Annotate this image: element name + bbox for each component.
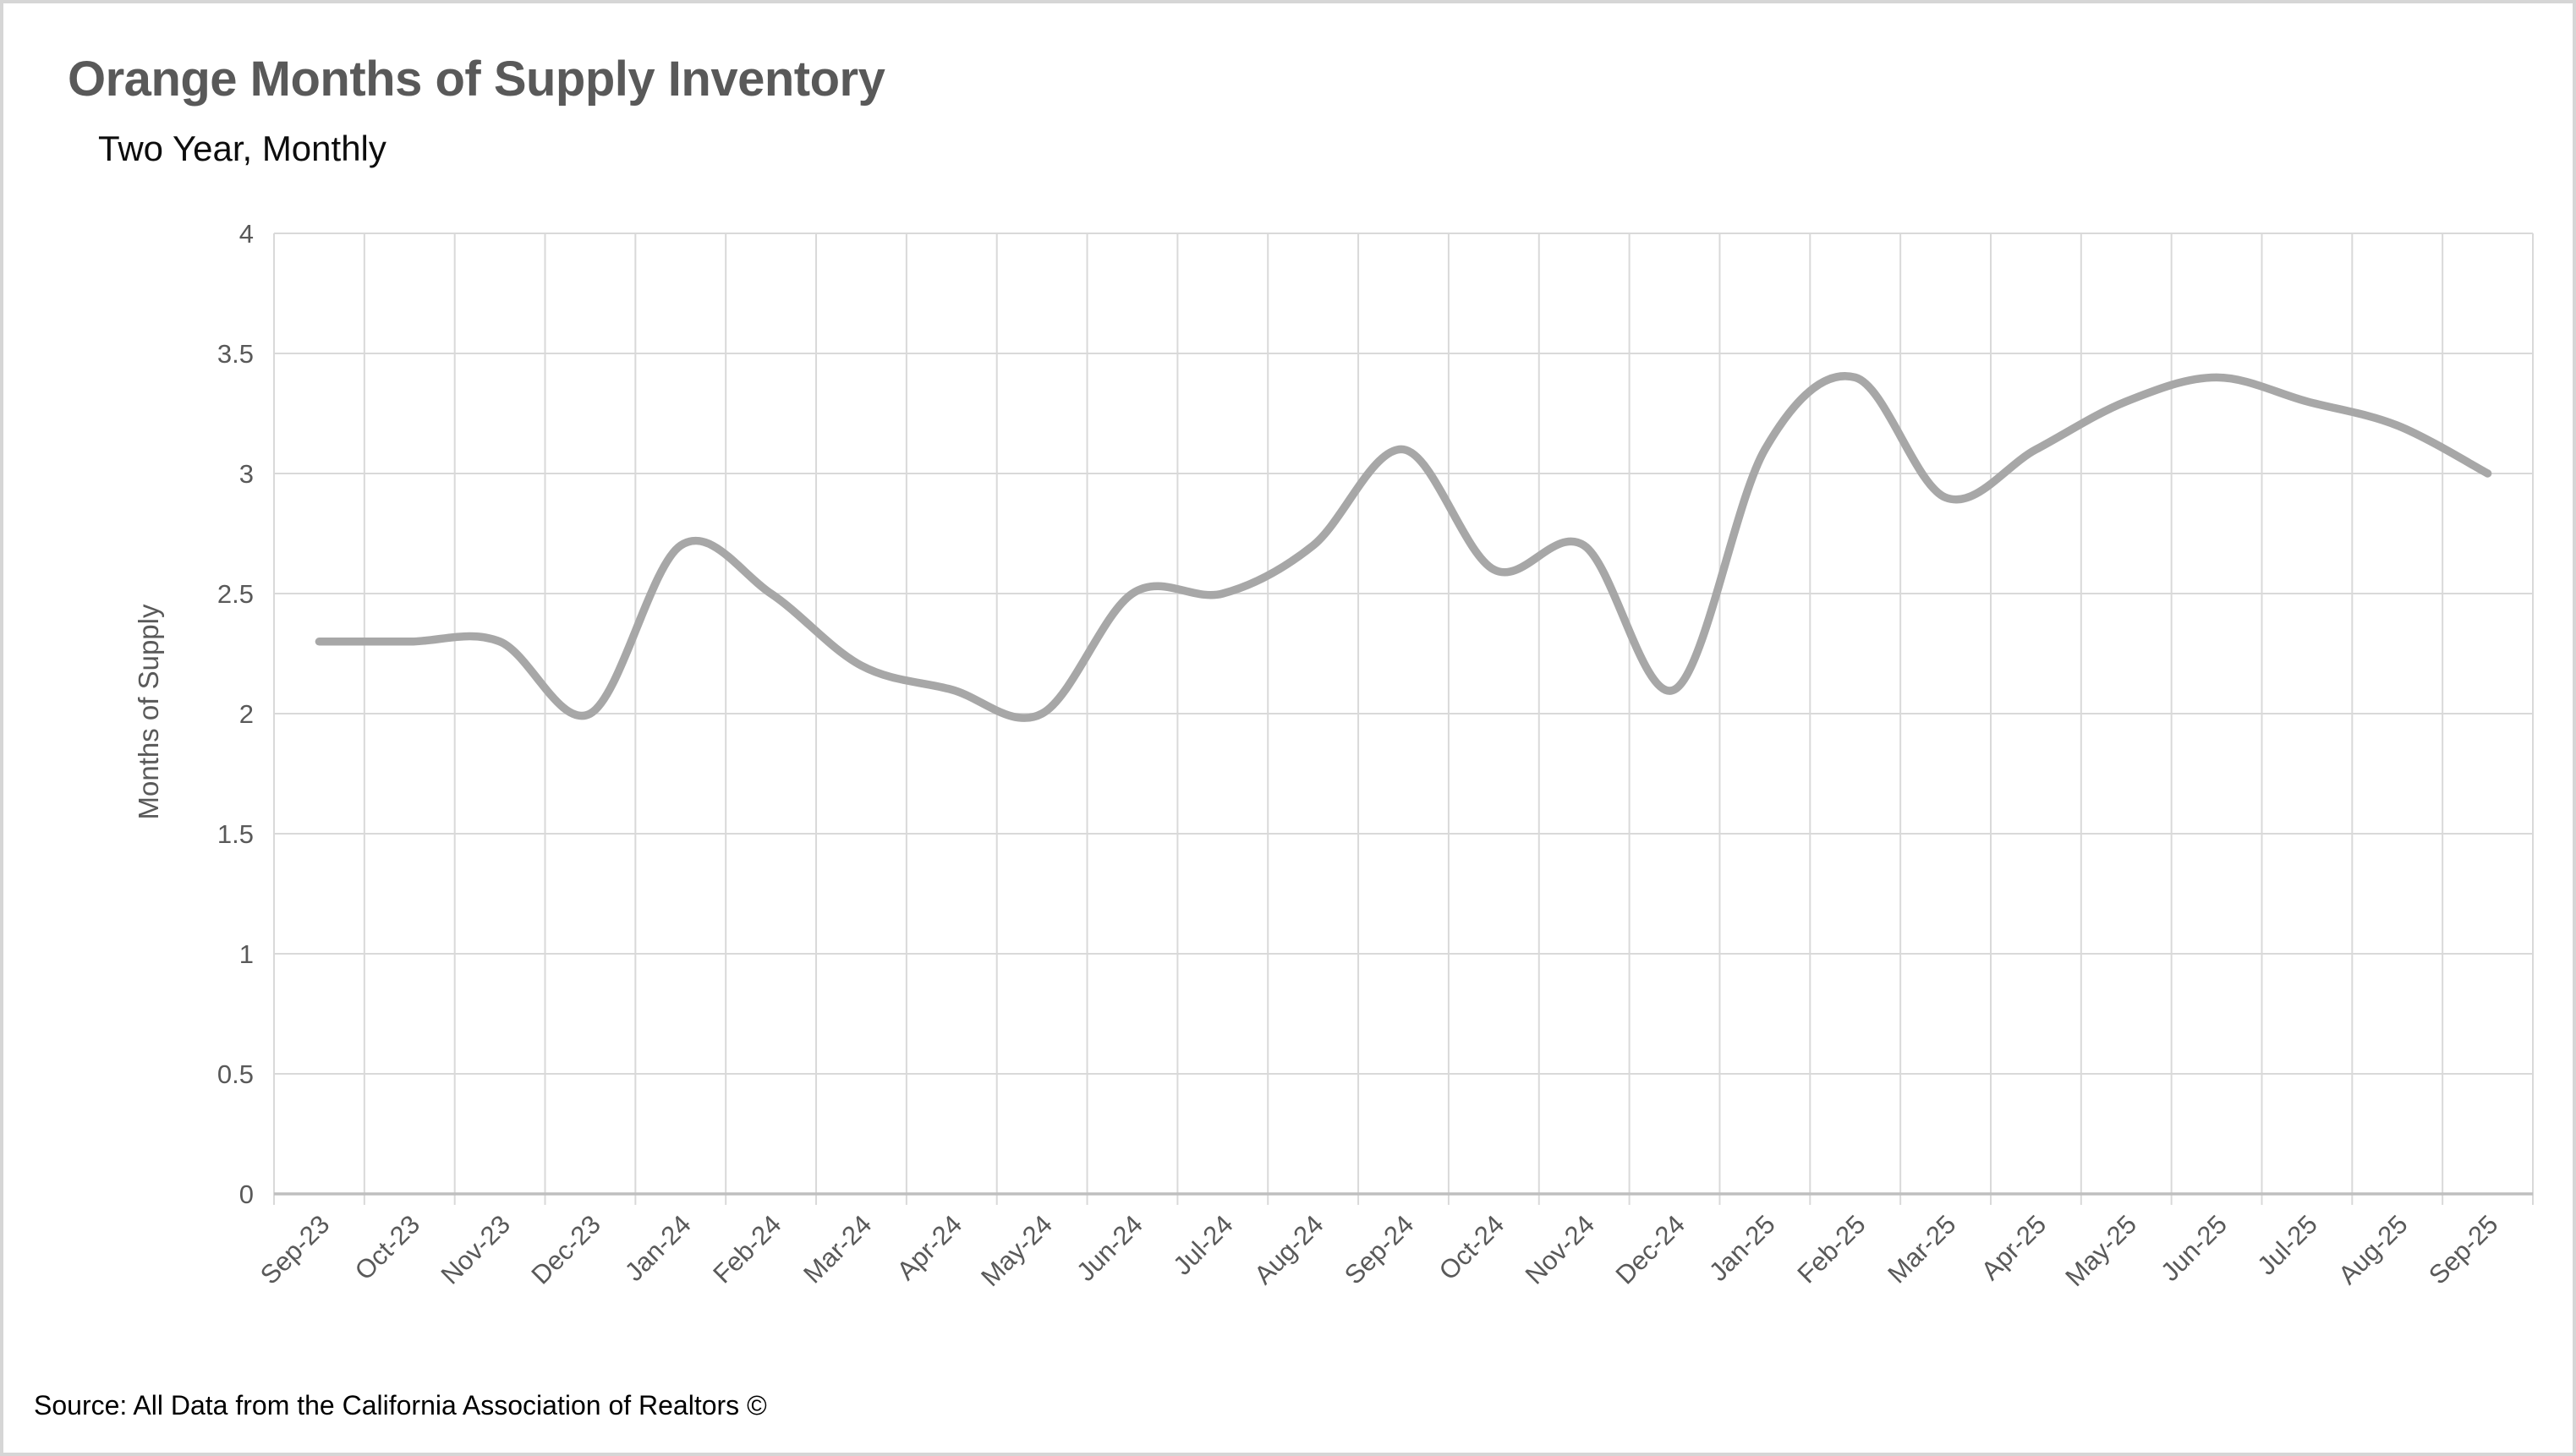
x-tick-label: May-25: [2059, 1209, 2142, 1292]
x-tick-label: Feb-25: [1791, 1209, 1871, 1289]
chart-title: Orange Months of Supply Inventory: [68, 52, 885, 107]
x-tick-label: Jun-24: [1071, 1209, 1148, 1287]
x-tick-label: Aug-24: [1248, 1209, 1329, 1289]
x-tick-label: Nov-23: [436, 1209, 516, 1289]
x-tick-label: Sep-25: [2423, 1209, 2503, 1289]
x-tick-labels: Sep-23 Oct-23 Nov-23 Dec-23 Jan-24 Feb-24 Mar-…: [255, 1209, 2504, 1292]
x-tick-label: Oct-23: [349, 1209, 426, 1286]
x-tick-label: Jan-24: [619, 1209, 697, 1287]
x-tick-label: Oct-24: [1433, 1209, 1510, 1286]
x-tick-label: Apr-25: [1976, 1209, 2053, 1286]
y-tick-labels: 4 3.5 3 2.5 2 1.5 1 0.5 0: [217, 219, 254, 1209]
x-tick-label: Feb-24: [707, 1209, 787, 1289]
plot-area: 43.532.521.510.50 Sep-23 Oct-23 Nov-23 Dec-…: [217, 219, 2534, 1292]
x-tick-label: Aug-25: [2332, 1209, 2413, 1289]
x-tick-label: Dec-23: [525, 1209, 606, 1289]
y-tick-label: 3: [239, 459, 254, 489]
y-tick-label: 3.5: [217, 339, 254, 369]
x-tick-label: Mar-25: [1882, 1209, 1961, 1289]
y-tick-label: 0.5: [217, 1059, 254, 1089]
source-note: Source: All Data from the California Ass…: [34, 1390, 767, 1420]
x-tick-label: May-24: [975, 1209, 1058, 1292]
x-tick-label: Mar-24: [797, 1209, 877, 1289]
x-tick-label: Nov-24: [1520, 1209, 1600, 1289]
series-line: [315, 372, 2492, 722]
horizontal-gridlines: [274, 233, 2533, 1195]
x-tick-label: Jun-25: [2155, 1209, 2233, 1287]
x-tick-label: Sep-23: [255, 1209, 335, 1289]
x-tick-label: Jan-25: [1703, 1209, 1781, 1287]
x-tick-label: Apr-24: [891, 1209, 968, 1286]
x-tick-label: Jul-24: [1167, 1209, 1238, 1280]
chart-subtitle: Two Year, Monthly: [98, 129, 386, 168]
y-tick-label: 0: [239, 1180, 254, 1209]
y-tick-label: 2.5: [217, 579, 254, 609]
x-tick-label: Jul-25: [2251, 1209, 2322, 1280]
y-tick-label: 1.5: [217, 819, 254, 849]
y-tick-label: 2: [239, 699, 254, 729]
x-tick-label: Dec-24: [1610, 1209, 1691, 1289]
vertical-gridlines: [273, 233, 2534, 1205]
y-tick-label: 4: [239, 219, 254, 249]
y-tick-label: 1: [239, 939, 254, 969]
x-tick-label: Sep-24: [1339, 1209, 1419, 1289]
